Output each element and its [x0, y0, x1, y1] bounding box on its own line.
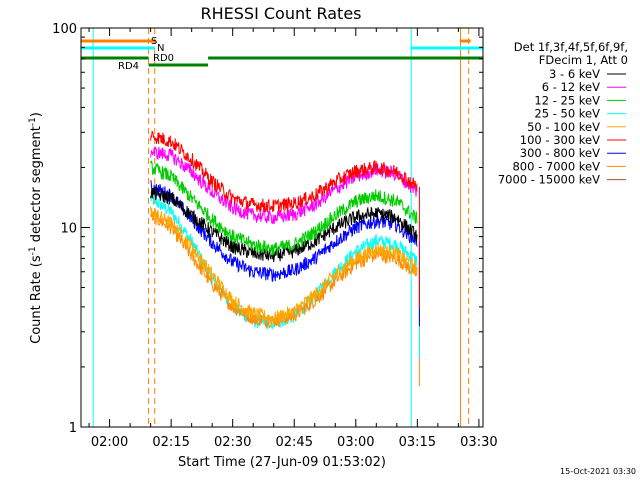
vertical-markers	[92, 28, 470, 427]
y-tick-label: 1	[69, 421, 77, 436]
legend-label: 6 - 12 keV	[542, 80, 600, 94]
x-tick-label: 02:00	[91, 435, 128, 450]
y-axis-label: Count Rate (s-1 detector segment-1)	[28, 112, 44, 344]
decimation-label-rd0: RD0	[153, 53, 174, 64]
timestamp: 15-Oct-2021 03:30	[560, 467, 636, 476]
chart-title: RHESSI Count Rates	[201, 4, 362, 23]
x-tick-label: 03:15	[399, 435, 436, 450]
y-axis-label-mid: detector segment	[29, 126, 44, 246]
series-line	[150, 130, 418, 213]
y-axis-label-sup2: -1	[28, 117, 38, 126]
legend-label: 300 - 800 keV	[520, 146, 600, 160]
legend-label: 800 - 7000 keV	[512, 159, 600, 173]
legend-label: 12 - 25 keV	[534, 93, 600, 107]
legend: Det 1f,3f,4f,5f,6f,9f, FDecim 1, Att 0 3…	[498, 40, 628, 187]
x-tick-label: 03:30	[460, 435, 497, 450]
x-axis-label: Start Time (27-Jun-09 01:53:02)	[178, 455, 386, 470]
y-tick-label: 100	[52, 22, 77, 37]
series-line	[150, 159, 418, 256]
series-line	[150, 145, 418, 225]
legend-label: 25 - 50 keV	[534, 107, 600, 121]
decimation-label-rd4: RD4	[118, 61, 139, 72]
axis-ticks: 02:00 02:15 02:30 02:45 03:00 03:15 03:30 1 10 10…	[52, 22, 497, 450]
series-group	[150, 130, 420, 387]
x-tick-label: 03:00	[337, 435, 374, 450]
legend-label: 3 - 6 keV	[549, 67, 600, 81]
legend-label: 7000 - 15000 keV	[498, 173, 600, 187]
x-tick-label: 02:30	[214, 435, 251, 450]
series-line	[150, 206, 418, 324]
x-tick-label: 02:15	[152, 435, 189, 450]
y-axis-label-main: Count Rate (s	[29, 255, 44, 344]
y-tick-label: 10	[60, 222, 77, 237]
legend-label: 50 - 100 keV	[527, 120, 600, 134]
y-axis-label-end: )	[29, 112, 44, 117]
night-state-label: N	[157, 43, 164, 54]
legend-header-line-1: Det 1f,3f,4f,5f,6f,9f,	[514, 40, 628, 54]
attenuator-state-label: S	[151, 36, 157, 47]
legend-label: 100 - 300 keV	[520, 133, 600, 147]
y-axis-label-sup1: -1	[28, 246, 38, 255]
series-line	[150, 186, 418, 263]
x-tick-label: 02:45	[276, 435, 313, 450]
legend-header-line-2: FDecim 1, Att 0	[539, 53, 628, 67]
